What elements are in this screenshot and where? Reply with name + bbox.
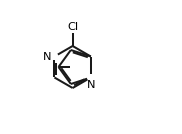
Text: Cl: Cl xyxy=(67,22,78,32)
Text: N: N xyxy=(87,80,95,90)
Text: N: N xyxy=(43,51,51,62)
